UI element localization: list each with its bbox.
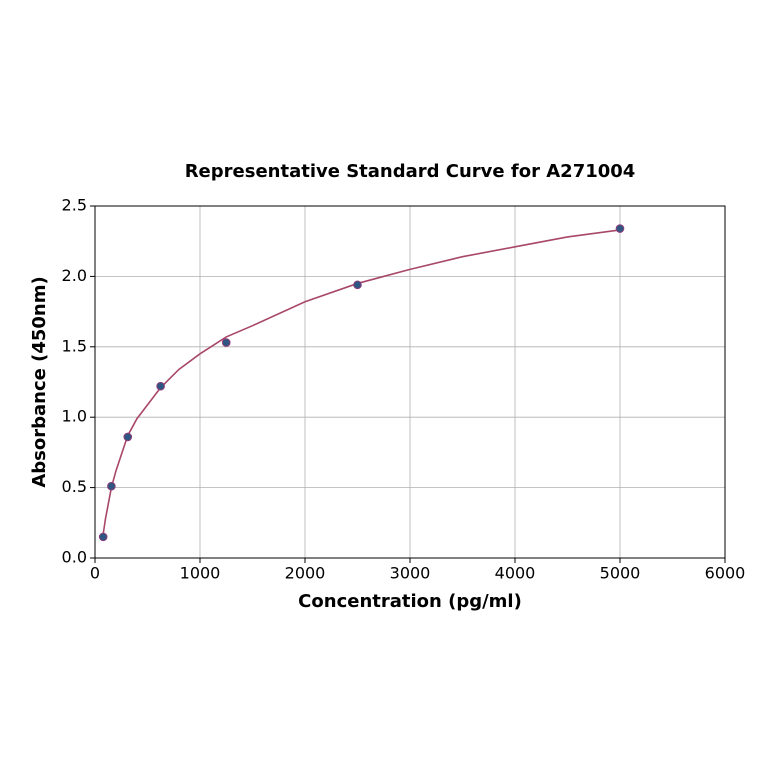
data-point [107, 481, 116, 491]
data-point [615, 224, 625, 233]
y-tick-label: 1.5 [62, 336, 87, 355]
x-tick-label: 5000 [600, 564, 641, 583]
chart-title: Representative Standard Curve for A27100… [185, 161, 636, 182]
x-tick-label: 6000 [705, 564, 746, 583]
data-point [221, 338, 231, 347]
x-tick-label: 1000 [180, 564, 221, 583]
plot-frame [94, 205, 726, 559]
data-point [98, 532, 108, 542]
x-tick-label: 0 [90, 564, 100, 583]
y-tick-label: 0.5 [62, 477, 87, 496]
y-tick-label: 0.0 [62, 548, 87, 567]
data-point [353, 280, 362, 290]
data-point [156, 381, 165, 391]
y-tick-label: 2.5 [62, 196, 87, 215]
y-tick-label: 1.0 [62, 407, 87, 426]
fit-curve [102, 229, 621, 535]
data-point [123, 432, 133, 442]
x-axis-label: Concentration (pg/ml) [298, 591, 522, 612]
x-tick-label: 4000 [495, 564, 536, 583]
x-tick-label: 3000 [390, 564, 431, 583]
x-tick-label: 2000 [285, 564, 326, 583]
y-axis-label: Absorbance (450nm) [29, 276, 50, 487]
y-tick-label: 2.0 [62, 266, 87, 285]
